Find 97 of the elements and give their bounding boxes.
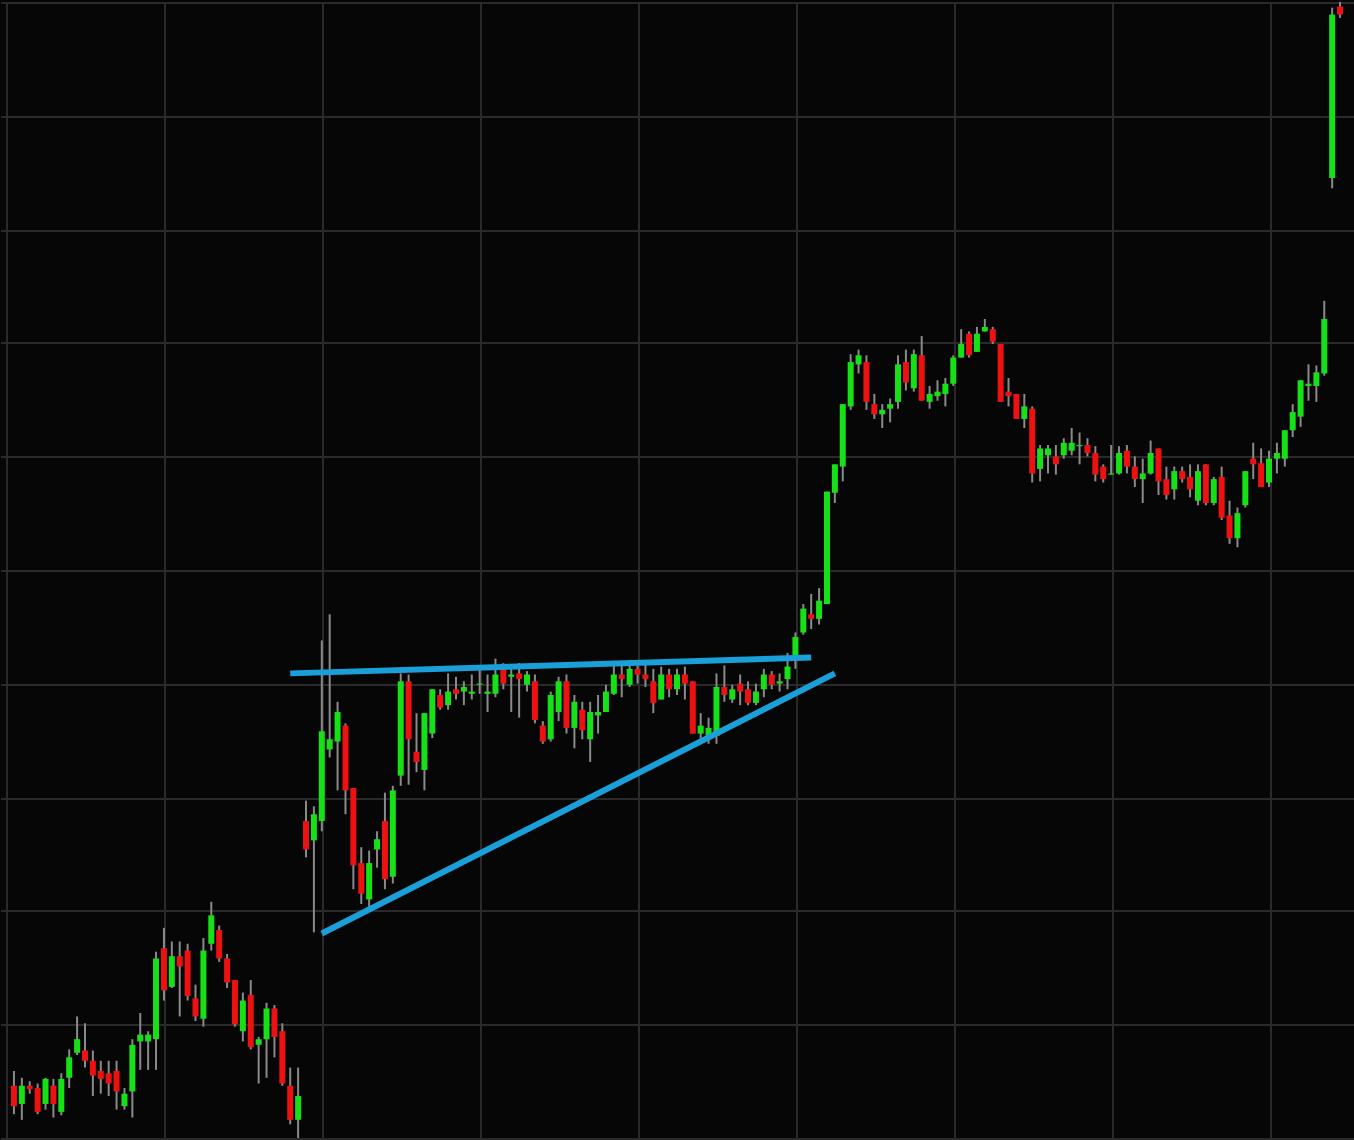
candlestick: [176, 940, 183, 1018]
candlestick: [50, 1077, 57, 1119]
candlestick: [263, 1001, 270, 1079]
candlestick: [776, 672, 783, 693]
candlestick: [452, 675, 459, 701]
candlestick: [1139, 457, 1146, 504]
candlestick: [895, 354, 902, 410]
candlestick: [595, 693, 602, 735]
candlestick: [295, 1066, 302, 1139]
candlestick: [42, 1076, 49, 1111]
candlestick: [374, 830, 381, 869]
candlestick: [910, 348, 917, 393]
candlestick: [208, 900, 215, 952]
candlestick: [460, 680, 467, 707]
candlestick: [500, 662, 507, 691]
candlestick: [1187, 463, 1194, 499]
candlestick: [74, 1015, 81, 1057]
candlestick: [255, 1035, 262, 1085]
candlestick: [1202, 463, 1209, 507]
candlestick: [658, 665, 665, 701]
candlestick: [10, 1069, 17, 1116]
candlestick: [871, 392, 878, 420]
candlestick: [729, 683, 736, 704]
candlestick: [1060, 437, 1067, 460]
candlestick: [942, 377, 949, 408]
candlestick: [926, 384, 933, 410]
candlestick: [721, 664, 728, 703]
candlestick: [18, 1076, 25, 1121]
candlestick: [902, 348, 909, 392]
candlestick: [445, 672, 452, 711]
candlestick: [303, 799, 310, 859]
candlestick: [666, 667, 673, 699]
candlestick: [81, 1022, 88, 1069]
candlestick: [579, 700, 586, 741]
candlestick: [97, 1059, 104, 1095]
candlestick: [89, 1049, 96, 1097]
candlestick: [1021, 392, 1028, 429]
candlestick: [239, 991, 246, 1043]
candlestick: [1234, 506, 1241, 549]
candlestick: [366, 849, 373, 909]
candlestick: [531, 673, 538, 725]
candlestick: [1123, 444, 1130, 475]
candlestick: [539, 720, 546, 745]
candlestick: [697, 712, 704, 743]
candlestick: [973, 325, 980, 353]
candlestick: [105, 1059, 112, 1097]
candlestick: [563, 673, 570, 735]
candlestick: [602, 683, 609, 713]
candlestick: [1242, 470, 1249, 509]
candlestick: [1171, 465, 1178, 501]
candlestick: [752, 682, 759, 707]
candlestick: [1084, 437, 1091, 458]
candlestick: [113, 1059, 120, 1111]
candlestick: [1210, 475, 1217, 507]
candlestick: [1281, 429, 1288, 468]
candlestick: [168, 940, 175, 990]
candlestick: [1108, 444, 1115, 476]
candlestick: [1037, 444, 1044, 483]
candlestick: [216, 924, 223, 963]
candlestick: [287, 1066, 294, 1126]
candlestick: [524, 670, 531, 693]
candlestick: [34, 1082, 41, 1116]
candlestick: [760, 667, 767, 699]
candlestick: [1052, 444, 1059, 476]
candlestick: [887, 397, 894, 424]
candlestick: [1266, 449, 1273, 489]
candlestick: [66, 1048, 73, 1090]
candlestick: [950, 354, 957, 387]
candlestick: [1116, 445, 1123, 476]
candlestick: [650, 667, 657, 715]
candlestick: [413, 712, 420, 774]
candlestick: [674, 667, 680, 696]
candlestick: [1131, 455, 1138, 489]
candlestick: [571, 693, 578, 750]
candlestick: [808, 592, 815, 631]
candlestick: [1044, 444, 1051, 475]
candlestick: [1147, 439, 1154, 476]
candlestick: [966, 330, 973, 359]
candlestick: [1258, 447, 1265, 489]
candlestick: [587, 700, 594, 763]
candlestick: [1092, 445, 1099, 483]
candlestick: [160, 926, 167, 1002]
candlestick: [863, 354, 870, 411]
candlestick: [1194, 463, 1201, 507]
candlestick: [958, 328, 965, 359]
candlestick: [1155, 447, 1162, 497]
candlestick: [1068, 427, 1075, 457]
candlestick: [437, 688, 444, 711]
candlestick: [626, 662, 633, 689]
candlestick: [918, 334, 925, 402]
candlestick: [634, 664, 641, 685]
candlestick: [800, 603, 807, 636]
candlestick: [737, 673, 744, 707]
candlestick: [129, 1038, 136, 1119]
candlestick: [768, 670, 775, 691]
candlestick: [745, 680, 752, 707]
candlestick: [58, 1072, 65, 1117]
